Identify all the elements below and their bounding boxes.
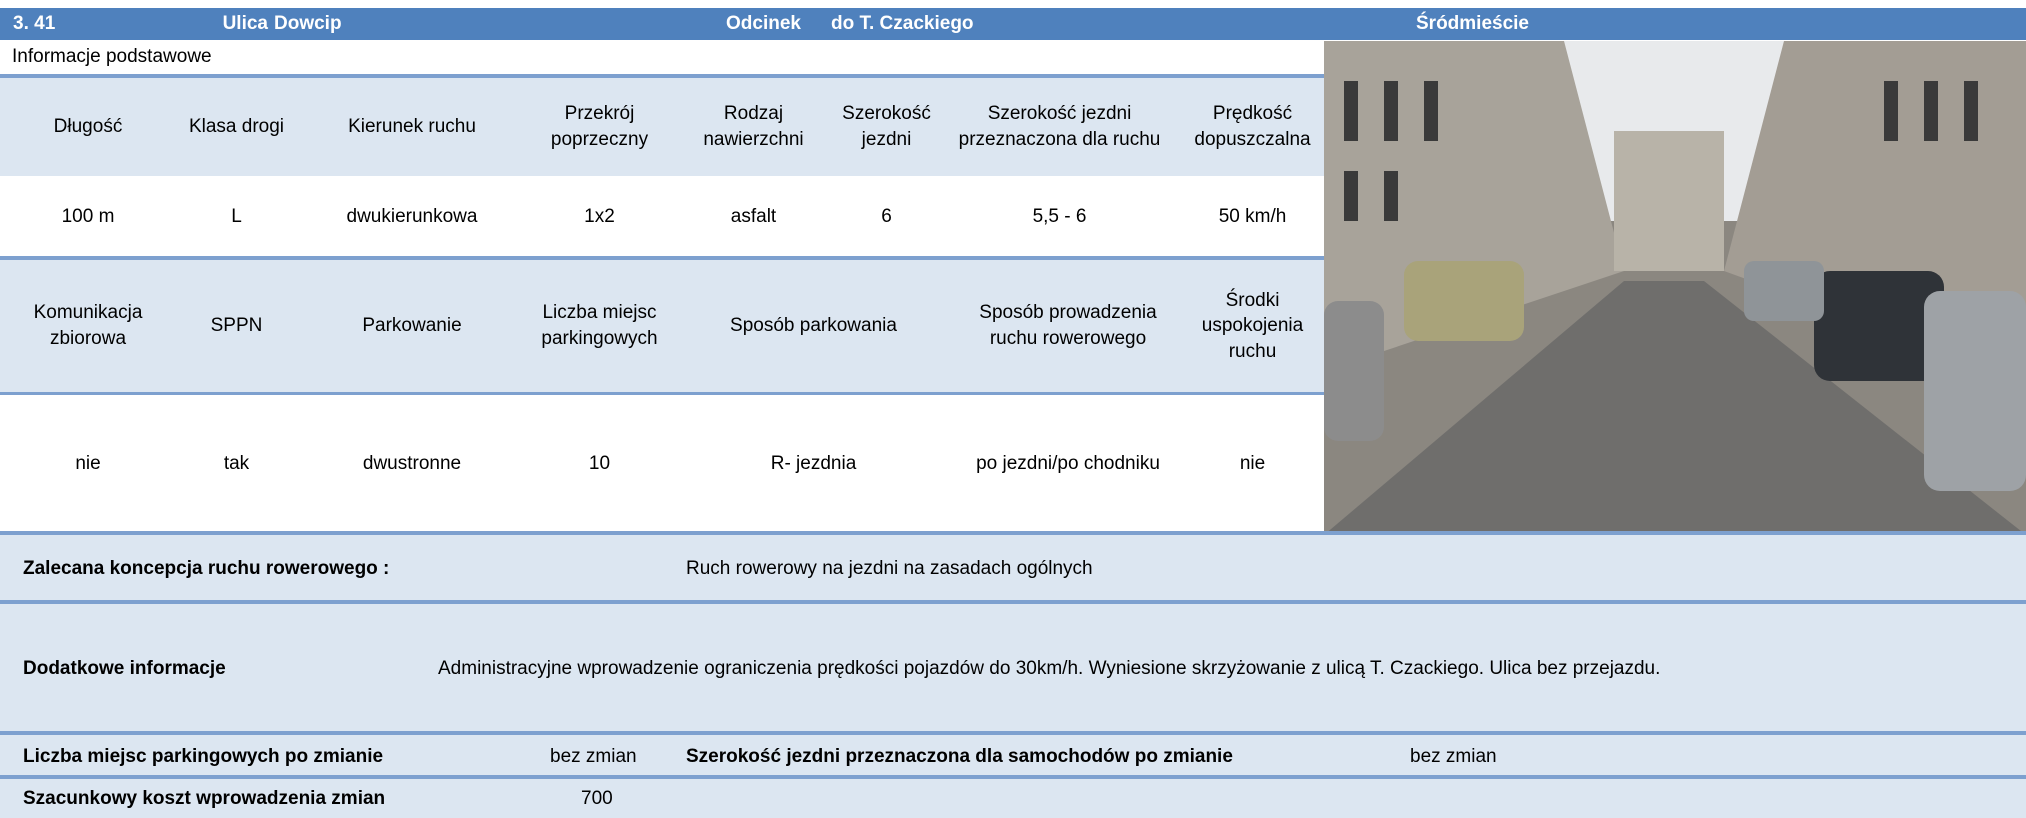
table-cell: 1x2 — [584, 206, 615, 228]
header-bar — [0, 8, 2026, 40]
table-header-cell: Liczba miejsc parkingowych — [541, 302, 658, 349]
label: Dodatkowe informacje — [23, 658, 226, 679]
row-border — [0, 392, 1324, 395]
table-cell: tak — [223, 452, 250, 474]
table-header-band — [0, 256, 1324, 395]
table-cell: R- jezdnia — [770, 452, 857, 474]
table-header-band — [0, 74, 1324, 176]
table-cell: dwukierunkowa — [346, 206, 478, 228]
table-header-cell: Kierunek ruchu — [348, 116, 476, 138]
table-cell: L — [231, 206, 242, 228]
section-title: Informacje podstawowe — [12, 46, 212, 67]
table-header-cell: SPPN — [210, 315, 263, 337]
table-header-cell: Szerokość jezdni przeznaczona dla ruchu — [958, 103, 1161, 150]
table-cell: 50 km/h — [1218, 206, 1287, 228]
table-cell: nie — [75, 452, 101, 474]
table-header-cell: Środki uspokojenia ruchu — [1201, 289, 1304, 362]
district: Śródmieście — [1416, 13, 1529, 34]
table-cell: 5,5 - 6 — [1032, 206, 1087, 228]
street-photo — [1324, 41, 2026, 535]
table-header-cell: Długość — [53, 116, 123, 138]
table-header-cell: Rodzaj nawierzchni — [703, 103, 804, 150]
section: do T. Czackiego — [831, 13, 974, 34]
table-cell: 10 — [588, 452, 611, 474]
details-row — [0, 531, 2026, 603]
table-cell: 6 — [881, 206, 892, 228]
label: Szacunkowy koszt wprowadzenia zmian — [23, 787, 386, 809]
table-header-cell: Szerokość jezdni — [842, 103, 931, 150]
label: Liczba miejsc parkingowych po zmianie — [23, 745, 384, 767]
value: 700 — [581, 787, 613, 809]
details-row — [0, 731, 2026, 778]
table-cell: po jezdni/po chodniku — [976, 452, 1160, 474]
label: Zalecana koncepcja ruchu rowerowego : — [23, 558, 390, 579]
value: bez zmian — [1410, 745, 1497, 767]
details-row — [0, 775, 2026, 818]
value: Administracyjne wprowadzenie ograniczeni… — [438, 658, 1661, 679]
table-cell: asfalt — [730, 206, 777, 228]
record-number: 3. 41 — [13, 13, 56, 34]
table-cell: nie — [1239, 452, 1266, 474]
value: bez zmian — [550, 745, 637, 767]
table-header-cell: Parkowanie — [362, 315, 462, 337]
table-header-cell: Komunikacja zbiorowa — [33, 302, 143, 349]
section-label: Odcinek — [726, 13, 801, 34]
table-header-cell: Klasa drogi — [188, 116, 285, 138]
table-cell: 100 m — [61, 206, 115, 228]
table-header-cell: Przekrój poprzeczny — [550, 103, 649, 150]
label: Szerokość jezdni przeznaczona dla samoch… — [686, 745, 1233, 767]
value: Ruch rowerowy na jezdni na zasadach ogól… — [686, 558, 1093, 579]
table-header-cell: Sposób prowadzenia ruchu rowerowego — [979, 302, 1157, 349]
details-row — [0, 600, 2026, 734]
table-cell: dwustronne — [362, 452, 462, 474]
street-label: Ulica — [222, 13, 268, 34]
street: Dowcip — [274, 13, 342, 34]
table-header-cell: Prędkość dopuszczalna — [1194, 103, 1311, 150]
table-header-cell: Sposób parkowania — [730, 315, 897, 337]
